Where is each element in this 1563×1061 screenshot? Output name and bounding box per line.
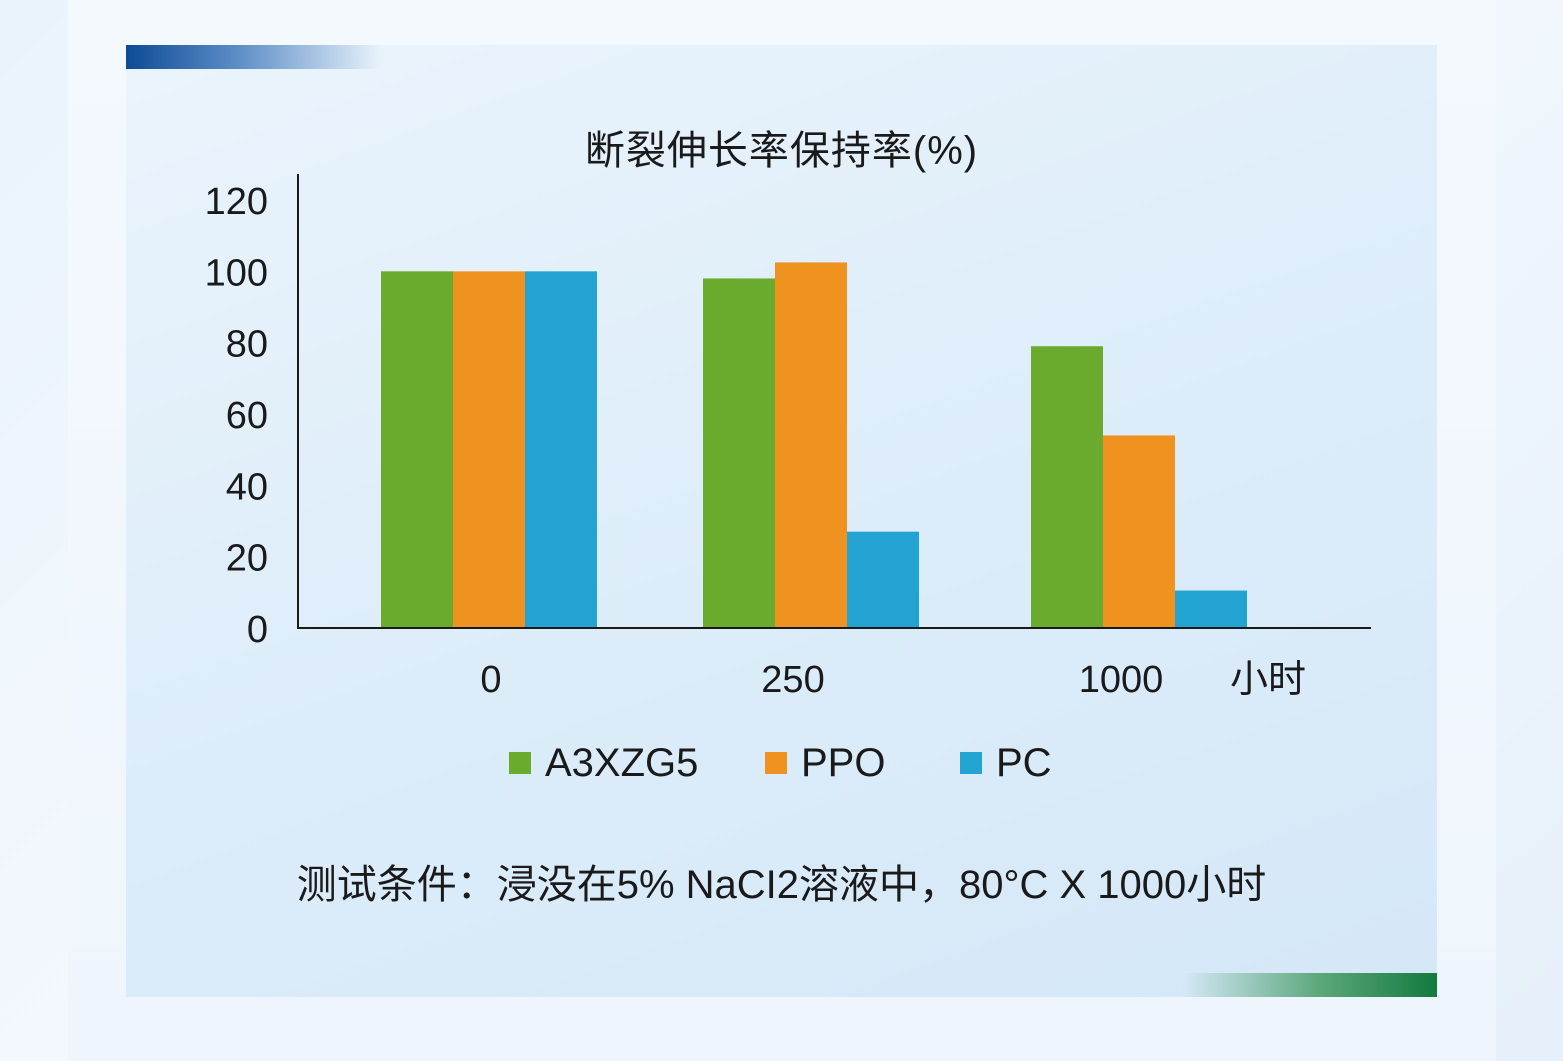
top-accent-bar [126,45,381,69]
y-tick-label-0: 0 [247,609,268,651]
legend-item-pc: PC [960,740,1052,786]
bar-ppo-1000 [1103,435,1175,628]
bar-ppo-250 [775,262,847,628]
bar-a3xzg5-250 [703,278,775,628]
x-tick-label-250: 250 [761,659,824,701]
chart-legend: A3XZG5 PPO PC [0,740,1563,786]
x-tick-label-1000: 1000 [1079,659,1164,701]
y-tick-label-60: 60 [226,395,268,437]
bar-pc-0 [525,271,597,628]
bar-ppo-0 [453,271,525,628]
y-tick-label-80: 80 [226,324,268,366]
bar-a3xzg5-1000 [1031,346,1103,628]
bar-pc-1000 [1175,590,1247,628]
bar-a3xzg5-0 [381,271,453,628]
legend-item-a3xzg5: A3XZG5 [509,740,698,786]
legend-label-ppo: PPO [801,740,886,785]
legend-swatch-ppo [765,752,787,774]
y-tick-label-100: 100 [205,252,268,294]
test-conditions-note: 测试条件：浸没在5% NaCI2溶液中，80°C X 1000小时 [296,863,1267,907]
legend-item-ppo: PPO [765,740,885,786]
legend-label-pc: PC [996,740,1052,785]
legend-label-a3xzg5: A3XZG5 [545,740,699,785]
y-tick-label-40: 40 [226,466,268,508]
bar-pc-250 [847,531,919,628]
y-tick-label-20: 20 [226,538,268,580]
chart-title: 断裂伸长率保持率(%) [584,129,979,173]
bottom-accent-bar [1182,973,1437,997]
x-tick-label-0: 0 [480,659,501,701]
legend-swatch-a3xzg5 [509,752,531,774]
legend-swatch-pc [960,752,982,774]
y-tick-label-120: 120 [205,181,268,223]
x-axis-unit-label: 小时 [1230,659,1306,701]
